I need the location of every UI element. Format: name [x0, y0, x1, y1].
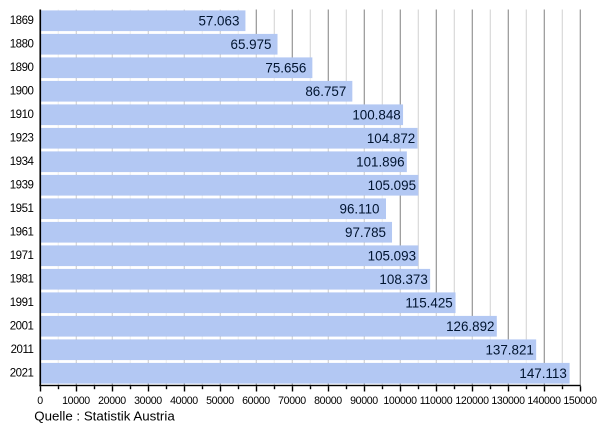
svg-text:40000: 40000	[170, 395, 198, 407]
svg-text:1961: 1961	[10, 226, 34, 238]
svg-text:96.110: 96.110	[340, 201, 380, 216]
svg-text:1934: 1934	[10, 156, 35, 168]
svg-text:2021: 2021	[10, 367, 34, 379]
svg-text:30000: 30000	[134, 395, 162, 407]
svg-text:137.821: 137.821	[485, 342, 533, 357]
svg-text:1971: 1971	[10, 250, 34, 262]
svg-text:1880: 1880	[10, 38, 34, 50]
svg-text:65.975: 65.975	[231, 37, 272, 52]
svg-text:80000: 80000	[314, 395, 342, 407]
svg-text:1981: 1981	[10, 273, 34, 285]
svg-text:147.113: 147.113	[519, 366, 566, 381]
svg-text:1869: 1869	[10, 15, 34, 27]
svg-text:60000: 60000	[242, 395, 270, 407]
svg-text:115.425: 115.425	[405, 295, 452, 310]
svg-text:97.785: 97.785	[345, 225, 386, 240]
svg-text:Quelle : Statistik Austria: Quelle : Statistik Austria	[34, 408, 175, 423]
svg-text:1910: 1910	[10, 109, 34, 121]
svg-text:1951: 1951	[10, 203, 34, 215]
svg-text:110000: 110000	[420, 395, 453, 407]
svg-text:90000: 90000	[350, 395, 378, 407]
svg-text:1991: 1991	[10, 297, 34, 309]
svg-text:2001: 2001	[10, 320, 34, 332]
svg-text:10000: 10000	[62, 395, 90, 407]
svg-text:1939: 1939	[10, 179, 34, 191]
svg-text:0: 0	[37, 395, 43, 407]
svg-text:20000: 20000	[98, 395, 126, 407]
svg-text:75.656: 75.656	[265, 60, 306, 75]
svg-text:126.892: 126.892	[446, 319, 494, 334]
svg-text:150000: 150000	[563, 395, 597, 407]
svg-text:101.896: 101.896	[356, 154, 404, 169]
svg-text:100.848: 100.848	[352, 107, 400, 122]
svg-text:130000: 130000	[491, 395, 525, 407]
svg-text:2011: 2011	[11, 344, 34, 356]
svg-text:1923: 1923	[10, 132, 34, 144]
svg-text:120000: 120000	[455, 395, 489, 407]
svg-text:86.757: 86.757	[305, 84, 346, 99]
svg-text:1890: 1890	[10, 62, 34, 74]
svg-text:140000: 140000	[527, 395, 561, 407]
svg-text:100000: 100000	[383, 395, 417, 407]
svg-text:105.093: 105.093	[368, 248, 416, 263]
svg-text:105.095: 105.095	[368, 178, 416, 193]
svg-text:1900: 1900	[10, 85, 34, 97]
svg-text:50000: 50000	[206, 395, 234, 407]
svg-text:108.373: 108.373	[379, 272, 427, 287]
svg-text:104.872: 104.872	[367, 131, 415, 146]
svg-text:70000: 70000	[278, 395, 306, 407]
svg-text:57.063: 57.063	[198, 13, 239, 28]
